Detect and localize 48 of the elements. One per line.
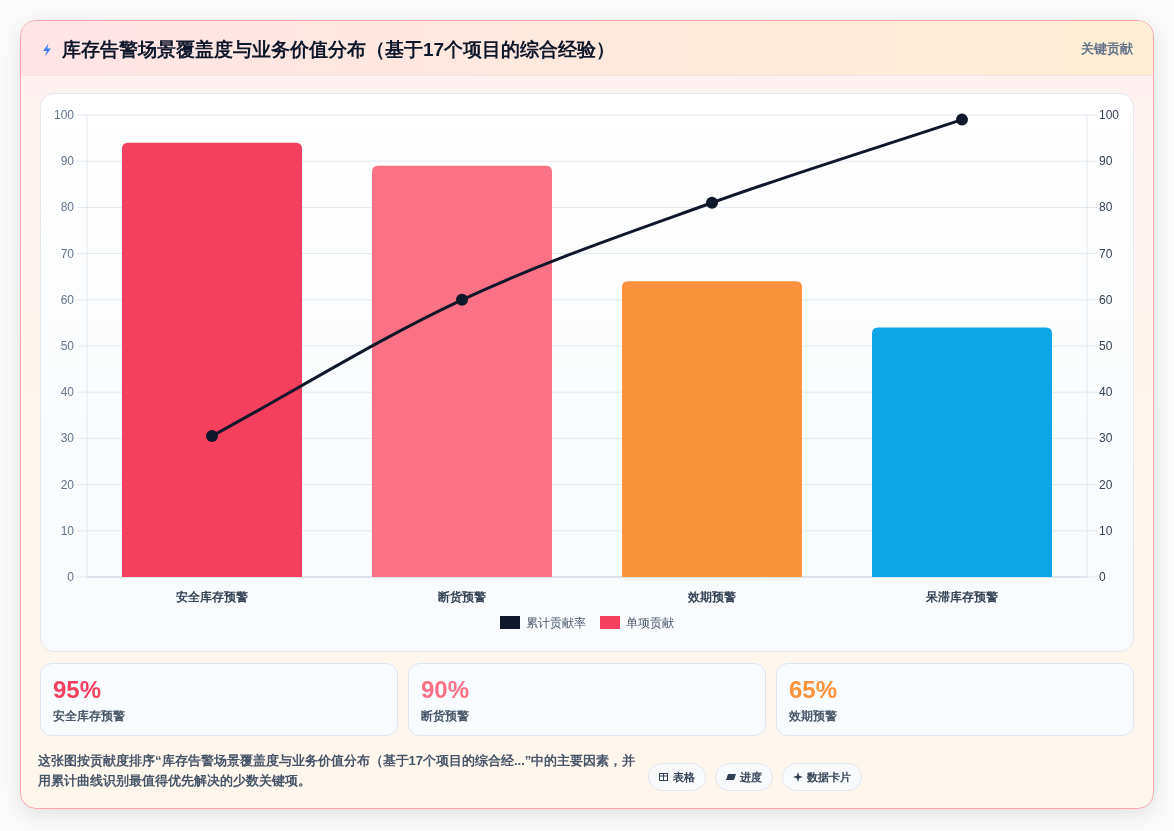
y2-tick-label: 10 bbox=[1099, 523, 1113, 538]
x-tick-label: 效期预警 bbox=[687, 590, 736, 604]
y-tick-label: 30 bbox=[60, 431, 75, 446]
point bbox=[456, 293, 468, 306]
bar bbox=[622, 281, 802, 577]
text: 断货预警 bbox=[421, 708, 469, 724]
text: 这张图按贡献度排序“库存告警场景覆盖度与业务价值分布（基于17个项目的综合经...”中的主要因素，并用累计曲线识别最值得优先解决的少数关键项。 bbox=[38, 752, 637, 790]
x-tick-label: 呆滞库存预警 bbox=[925, 590, 998, 604]
y2-tick-label: 30 bbox=[1099, 431, 1113, 446]
y-tick-label: 20 bbox=[60, 477, 75, 492]
point bbox=[206, 430, 218, 443]
y2-tick-label: 50 bbox=[1099, 339, 1113, 353]
text: 进度 bbox=[740, 769, 762, 785]
x-tick-label: 安全库存预警 bbox=[176, 590, 248, 604]
y-tick-label: 90 bbox=[60, 154, 75, 169]
chart-subtitle: 关键贡献 bbox=[1081, 40, 1133, 57]
y2-tick-label: 100 bbox=[1099, 108, 1120, 122]
y2-tick-label: 40 bbox=[1099, 385, 1113, 400]
legend-label: 单项贡献 bbox=[626, 616, 674, 630]
text: 数据卡片 bbox=[807, 769, 851, 785]
bar bbox=[122, 142, 302, 577]
y-tick-label: 10 bbox=[60, 523, 75, 538]
bar bbox=[372, 165, 552, 577]
point bbox=[956, 113, 968, 126]
y2-tick-label: 20 bbox=[1099, 477, 1113, 492]
y2-tick-label: 90 bbox=[1099, 154, 1113, 169]
y2-tick-label: 80 bbox=[1099, 200, 1113, 215]
y2-tick-label: 70 bbox=[1099, 246, 1113, 261]
y-tick-label: 40 bbox=[60, 385, 75, 400]
bar bbox=[872, 327, 1052, 577]
chart-title: 库存告警场景覆盖度与业务价值分布（基于17个项目的综合经验） bbox=[62, 38, 616, 62]
y-tick-label: 100 bbox=[53, 108, 75, 122]
y-tick-label: 50 bbox=[60, 339, 75, 353]
x-tick-label: 断货预警 bbox=[438, 590, 486, 604]
y2-tick-label: 0 bbox=[1099, 570, 1106, 584]
legend-label: 累计贡献率 bbox=[526, 616, 586, 630]
text: 效期预警 bbox=[789, 708, 837, 724]
y-tick-label: 0 bbox=[67, 570, 75, 584]
text: 安全库存预警 bbox=[53, 708, 125, 724]
text: 90% bbox=[421, 675, 470, 705]
point bbox=[706, 196, 718, 209]
y-tick-label: 70 bbox=[60, 246, 75, 261]
y-tick-label: 60 bbox=[60, 292, 75, 307]
text: 95% bbox=[53, 675, 102, 705]
text: 65% bbox=[789, 675, 838, 705]
text: 表格 bbox=[673, 769, 695, 785]
y2-tick-label: 60 bbox=[1099, 292, 1113, 307]
y-tick-label: 80 bbox=[60, 200, 75, 215]
